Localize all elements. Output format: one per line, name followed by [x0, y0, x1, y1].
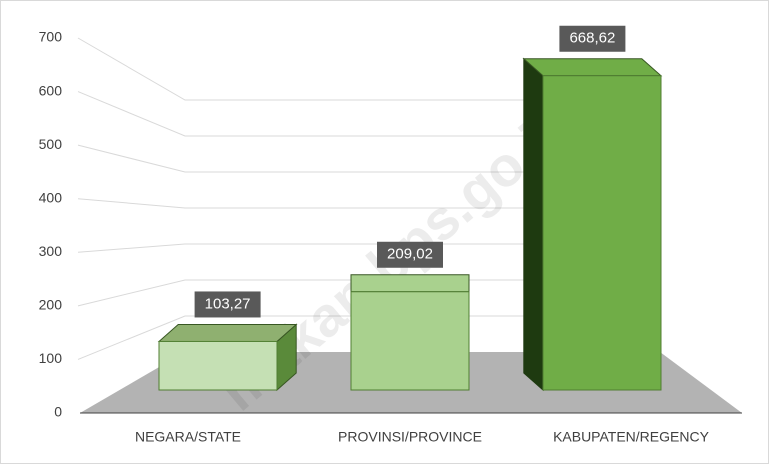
grid-line — [77, 279, 660, 307]
grid-line — [77, 315, 660, 360]
y-tick-label: 0 — [54, 404, 62, 420]
bar-group — [350, 274, 470, 391]
grid-line — [77, 91, 660, 137]
y-tick-label: 600 — [39, 82, 63, 98]
value-label-box — [559, 25, 626, 52]
grid-line — [77, 243, 660, 253]
value-label-box — [194, 291, 261, 318]
x-tick-label: PROVINSI/PROVINCE — [338, 429, 482, 445]
bar-top — [157, 323, 298, 342]
bar-side — [523, 57, 544, 392]
value-label: 209,02 — [387, 246, 433, 263]
y-tick-label: 300 — [39, 243, 63, 259]
bar — [542, 75, 662, 391]
grid-line — [77, 144, 660, 173]
x-tick-label: KABUPATEN/REGENCY — [553, 429, 710, 445]
grid-line — [77, 37, 660, 101]
bar-top — [522, 58, 663, 77]
y-tick-label: 500 — [39, 136, 63, 152]
y-tick-label: 400 — [39, 189, 63, 205]
grid-line — [77, 198, 660, 209]
bar — [158, 340, 278, 391]
value-label-box — [377, 241, 443, 268]
x-tick-label: NEGARA/STATE — [135, 429, 241, 445]
y-tick-label: 100 — [39, 350, 63, 366]
bar-group — [522, 57, 663, 392]
y-tick-label: 700 — [39, 29, 63, 45]
y-tick-label: 200 — [39, 297, 63, 313]
bar-group — [157, 323, 298, 392]
value-label: 668,62 — [569, 30, 615, 47]
bar — [350, 291, 470, 391]
bar-top — [350, 274, 470, 293]
value-label: 103,27 — [205, 295, 251, 312]
